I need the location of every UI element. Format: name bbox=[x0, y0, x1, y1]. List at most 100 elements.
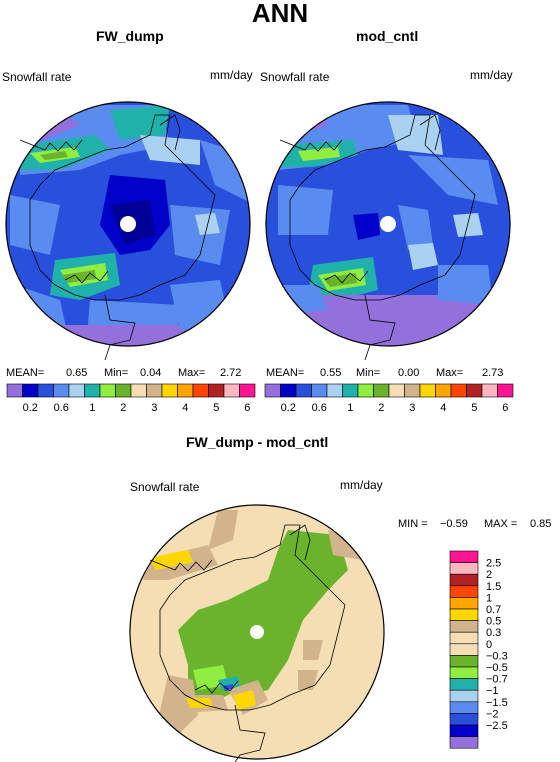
panel1-colorbar-label: 1 bbox=[89, 402, 95, 414]
panel1-mean-value: 0.65 bbox=[66, 367, 88, 379]
panel2-colorbar-label: 3 bbox=[409, 402, 415, 414]
diff-colorbar-label: −0.7 bbox=[486, 674, 508, 686]
diff-colorbar-label: 0.3 bbox=[486, 627, 501, 639]
panel2-colorbar-swatch bbox=[404, 383, 421, 398]
diff-colorbar-swatch bbox=[449, 562, 479, 575]
panel1-colorbar-swatch bbox=[146, 383, 163, 398]
diff-colorbar: 2.521.510.70.50.30−0.3−0.5−0.7−1−1.5−2−2… bbox=[449, 550, 508, 749]
panel2-colorbar-swatch bbox=[373, 383, 390, 398]
panel1-colorbar-label: 0.6 bbox=[54, 402, 69, 414]
diff-min-value: −0.59 bbox=[440, 518, 468, 530]
panel1-colorbar-label: 3 bbox=[151, 402, 157, 414]
panel1-colorbar-label: 6 bbox=[244, 402, 250, 414]
panel2-max-label: Max= bbox=[436, 367, 464, 379]
panel2-mean-label: MEAN= bbox=[266, 367, 305, 379]
panel1-colorbar-swatch bbox=[22, 383, 39, 398]
panel2-colorbar-swatch bbox=[419, 383, 436, 398]
diff-colorbar-label: 2 bbox=[486, 569, 492, 581]
panel1-colorbar-swatch bbox=[68, 383, 85, 398]
diff-colorbar-label: 0.7 bbox=[486, 604, 501, 616]
diff-polar-map bbox=[129, 504, 385, 762]
panel2-variable-label: Snowfall rate bbox=[260, 70, 330, 84]
panel2-colorbar-swatch bbox=[326, 383, 343, 398]
diff-colorbar-label: 1.5 bbox=[486, 581, 501, 593]
panel1-colorbar-swatch bbox=[161, 383, 178, 398]
diff-colorbar-label: 2.5 bbox=[486, 558, 501, 570]
panel1-colorbar-swatch bbox=[208, 383, 225, 398]
panel1-colorbar-label: 4 bbox=[182, 402, 188, 414]
diff-max-value: 0.85 bbox=[530, 518, 552, 530]
panel2-colorbar-swatch bbox=[481, 383, 498, 398]
diff-panel-title: FW_dump - mod_cntl bbox=[186, 434, 329, 450]
diff-colorbar-swatch bbox=[449, 701, 479, 714]
diff-colorbar-label: −1 bbox=[486, 685, 499, 697]
diff-units-label: mm/day bbox=[340, 478, 383, 492]
diff-colorbar-swatch bbox=[449, 655, 479, 668]
figure-title: ANN bbox=[251, 0, 309, 28]
panel1-colorbar: 0.2 0.6 1 2 3 4 5 6 bbox=[6, 383, 256, 414]
diff-colorbar-label: −2 bbox=[486, 708, 499, 720]
diff-colorbar-swatch bbox=[449, 573, 479, 587]
diff-colorbar-label: −0.5 bbox=[486, 662, 508, 674]
panel2-max-value: 2.73 bbox=[482, 367, 504, 379]
diff-colorbar-label: −2.5 bbox=[486, 720, 508, 732]
diff-max-label: MAX = bbox=[484, 518, 518, 530]
panel2-colorbar-label: 1 bbox=[347, 402, 353, 414]
panel1-colorbar-label: 2 bbox=[120, 402, 126, 414]
diff-variable-label: Snowfall rate bbox=[130, 480, 200, 494]
diff-colorbar-swatch bbox=[449, 724, 479, 737]
panel1-max-label: Max= bbox=[178, 367, 206, 379]
panel1-colorbar-swatch bbox=[84, 383, 101, 398]
diff-colorbar-swatch bbox=[449, 631, 479, 645]
panel1-colorbar-swatch bbox=[192, 383, 209, 398]
panel1-title: FW_dump bbox=[96, 28, 164, 44]
panel2-min-label: Min= bbox=[356, 367, 381, 379]
panel1-max-value: 2.72 bbox=[220, 367, 242, 379]
panel2-colorbar-label: 4 bbox=[440, 402, 446, 414]
panel2-title: mod_cntl bbox=[356, 28, 419, 44]
diff-colorbar-label: 0.5 bbox=[486, 616, 501, 628]
panel1-mean-label: MEAN= bbox=[6, 367, 45, 379]
panel2-colorbar-swatch bbox=[342, 383, 359, 398]
panel1-colorbar-swatch bbox=[115, 383, 132, 398]
panel2-colorbar-swatch bbox=[264, 383, 281, 398]
panel2-colorbar: 0.2 0.6 1 2 3 4 5 6 bbox=[264, 383, 514, 414]
panel2-colorbar-swatch bbox=[280, 383, 297, 398]
panel2-colorbar-swatch bbox=[295, 383, 312, 398]
diff-colorbar-swatch bbox=[449, 597, 479, 610]
panel1-colorbar-swatch bbox=[130, 383, 147, 398]
panel1-variable-label: Snowfall rate bbox=[2, 70, 72, 84]
diff-colorbar-swatch bbox=[449, 678, 479, 691]
panel2-colorbar-label: 6 bbox=[502, 402, 508, 414]
panel1-colorbar-swatch bbox=[6, 383, 23, 398]
diff-colorbar-label: 1 bbox=[486, 592, 492, 604]
panel1-units-label: mm/day bbox=[210, 68, 253, 82]
panel2-colorbar-swatch bbox=[497, 383, 514, 398]
diff-colorbar-swatch bbox=[449, 713, 479, 726]
panel2-min-value: 0.00 bbox=[398, 367, 420, 379]
diff-colorbar-swatch bbox=[449, 689, 479, 703]
diff-colorbar-swatch bbox=[449, 585, 479, 598]
diff-colorbar-swatch bbox=[449, 608, 479, 621]
panel1-colorbar-swatch bbox=[239, 383, 256, 398]
panel2-colorbar-swatch bbox=[388, 383, 405, 398]
panel2-colorbar-swatch bbox=[450, 383, 467, 398]
diff-min-label: MIN = bbox=[398, 518, 428, 530]
panel2-colorbar-swatch bbox=[357, 383, 374, 398]
panel1-polar-map bbox=[5, 101, 251, 360]
panel2-colorbar-label: 2 bbox=[378, 402, 384, 414]
panel2-colorbar-swatch bbox=[466, 383, 483, 398]
diff-colorbar-swatch bbox=[449, 620, 479, 633]
panel2-units-label: mm/day bbox=[470, 68, 513, 82]
panel1-colorbar-label: 5 bbox=[213, 402, 219, 414]
diff-colorbar-label: −0.3 bbox=[486, 650, 508, 662]
diff-colorbar-swatch bbox=[449, 550, 479, 563]
diff-colorbar-label: 0 bbox=[486, 639, 492, 651]
panel1-colorbar-swatch bbox=[37, 383, 54, 398]
diff-colorbar-swatch bbox=[449, 666, 479, 679]
panel2-colorbar-swatch bbox=[435, 383, 452, 398]
panel1-colorbar-swatch bbox=[99, 383, 116, 398]
diff-colorbar-label: −1.5 bbox=[486, 697, 508, 709]
panel2-colorbar-swatch bbox=[311, 383, 328, 398]
panel2-colorbar-label: 0.2 bbox=[281, 402, 296, 414]
